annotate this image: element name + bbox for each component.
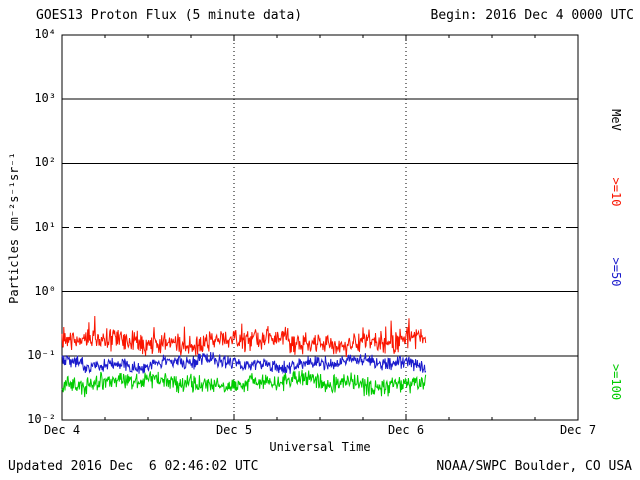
y-tick-label: 10³ [34,91,56,106]
y-tick-label: 10² [34,155,56,170]
x-axis-label: Universal Time [269,440,371,454]
legend-ge10-label: >=10 [609,177,623,207]
gridlines [62,35,578,420]
y-tick-label: 10¹ [34,219,56,234]
y-tick-label: 10⁻² [27,412,56,426]
x-tick-label: Dec 6 [387,423,425,437]
source-attribution: NOAA/SWPC Boulder, CO USA [436,459,632,474]
axis-ticks [61,34,579,421]
updated-timestamp: Updated 2016 Dec 6 02:46:02 UTC [8,459,259,474]
right-axis-unit-label: MeV [609,109,623,131]
y-tick-label: 10⁴ [34,27,56,41]
legend-ge100-label: >=100 [609,363,623,401]
y-tick-label: 10⁻¹ [27,347,56,362]
x-tick-label: Dec 5 [215,423,253,437]
series->=10 [61,316,427,358]
x-tick-label: Dec 7 [559,423,597,437]
series->=50 [61,352,427,375]
legend-ge50-label: >=50 [609,257,623,287]
chart-title: GOES13 Proton Flux (5 minute data) [36,8,303,23]
begin-time-label: Begin: 2016 Dec 4 0000 UTC [430,8,635,23]
x-tick-label: Dec 4 [43,423,81,437]
series->=100 [61,369,427,398]
y-tick-label: 10⁰ [34,283,56,298]
